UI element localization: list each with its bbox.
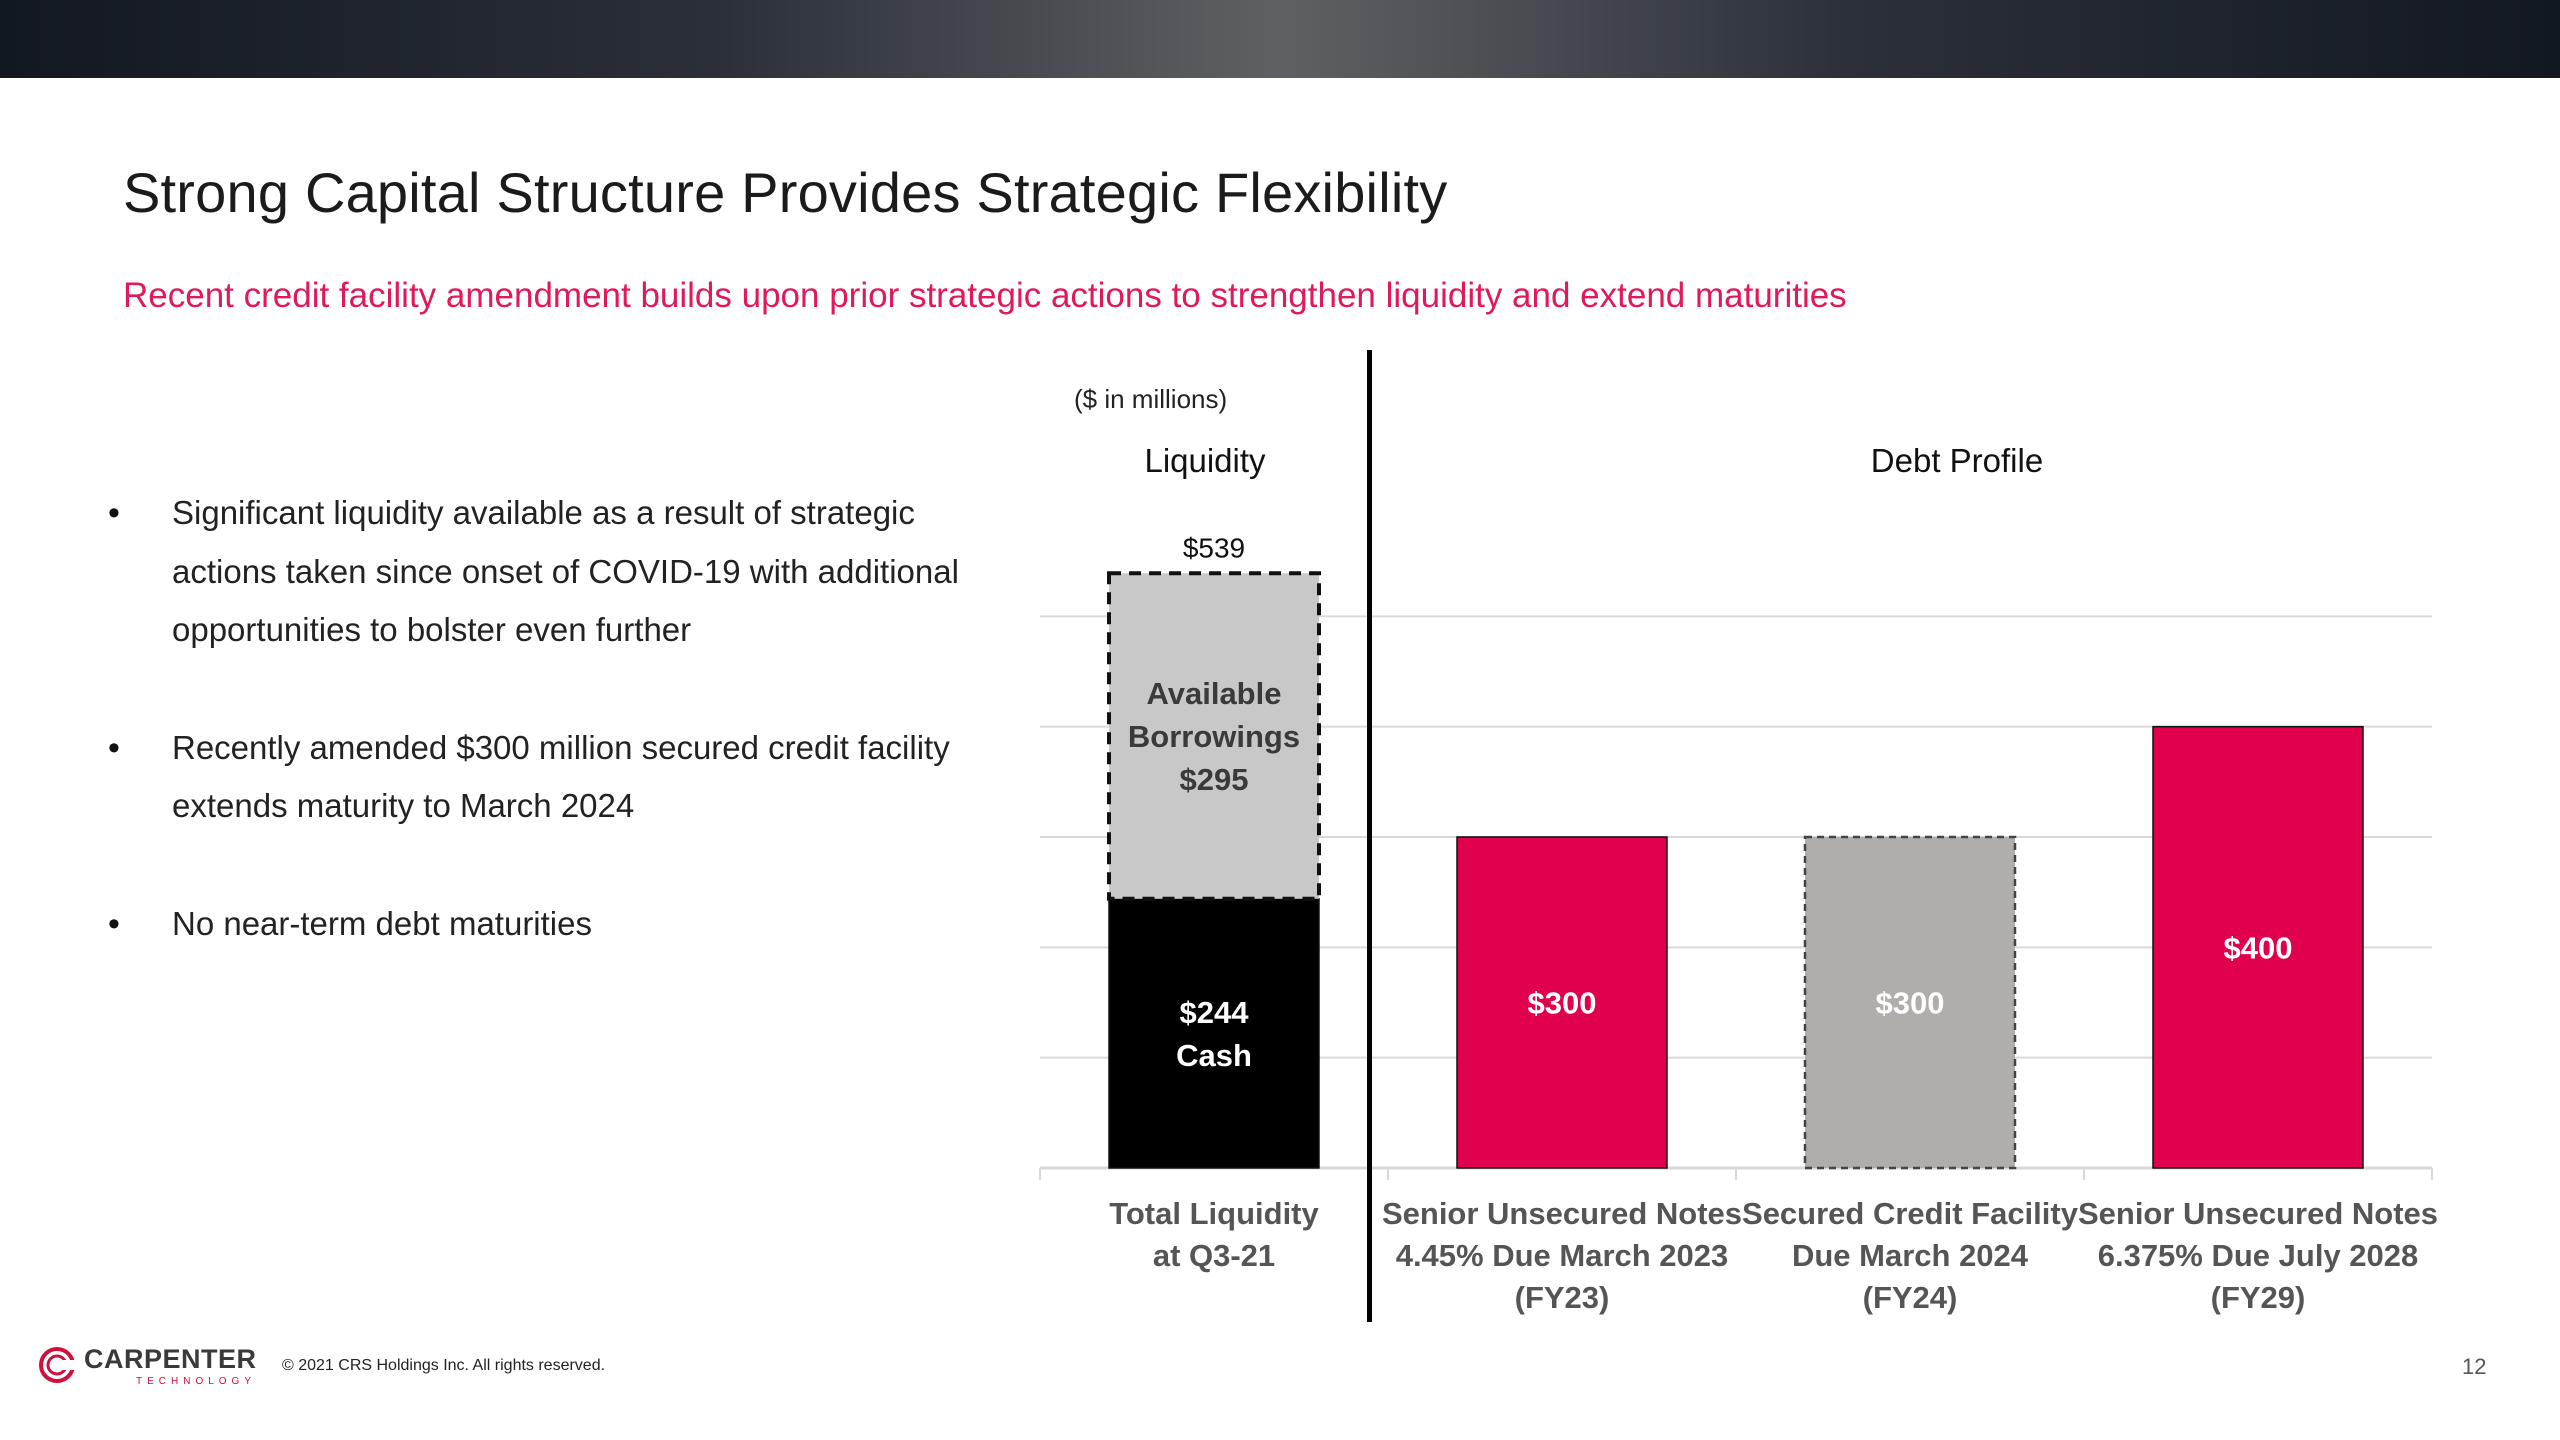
category-label: Senior Unsecured Notes [1382,1196,1742,1231]
liquidity-section-label: Liquidity [1144,442,1266,479]
data-label: $295 [1180,762,1249,797]
category-label: Total Liquidity [1109,1196,1319,1231]
data-label: Cash [1176,1038,1252,1073]
logo-text: CARPENTER [84,1344,257,1374]
category-label: 4.45% Due March 2023 [1396,1238,1729,1273]
bar-segment [1108,898,1320,1169]
company-logo: CARPENTER TECHNOLOGY [38,1342,258,1390]
data-label: $244 [1180,995,1250,1030]
data-label: Borrowings [1128,719,1300,754]
category-label: Senior Unsecured Notes [2078,1196,2438,1231]
header-bar [0,0,2560,78]
data-label: $300 [1528,986,1597,1021]
data-label: $400 [2224,930,2293,965]
category-label: Secured Credit Facility [1742,1196,2079,1231]
page-number: 12 [2462,1354,2487,1379]
bullet-item: Recently amended $300 million secured cr… [108,719,1008,836]
category-label: (FY29) [2211,1280,2306,1315]
slide-title: Strong Capital Structure Provides Strate… [123,161,1448,224]
slide-subtitle: Recent credit facility amendment builds … [123,276,1847,315]
bar-segment [2152,725,2364,1169]
category-label: (FY24) [1863,1280,1958,1315]
category-label: (FY23) [1515,1280,1610,1315]
bar-segment [1107,571,1321,901]
bullet-list: Significant liquidity available as a res… [108,484,1008,1012]
bullet-item: Significant liquidity available as a res… [108,484,1008,660]
bar-segment [1803,835,2017,1170]
section-divider [1367,350,1372,1322]
copyright-notice: © 2021 CRS Holdings Inc. All rights rese… [282,1357,606,1374]
category-label: 6.375% Due July 2028 [2098,1238,2419,1273]
data-label: Available [1147,676,1282,711]
logo-subtext: TECHNOLOGY [136,1376,257,1387]
bar-segment [1456,836,1668,1169]
logo-mark-icon [39,1347,76,1383]
category-label: at Q3-21 [1153,1238,1275,1273]
units-note: ($ in millions) [1074,384,1228,414]
data-label: $300 [1876,986,1945,1021]
category-label: Due March 2024 [1792,1238,2029,1273]
bullet-item: No near-term debt maturities [108,895,1008,954]
debt-profile-section-label: Debt Profile [1870,442,2044,479]
total-label: $539 [1183,532,1245,563]
